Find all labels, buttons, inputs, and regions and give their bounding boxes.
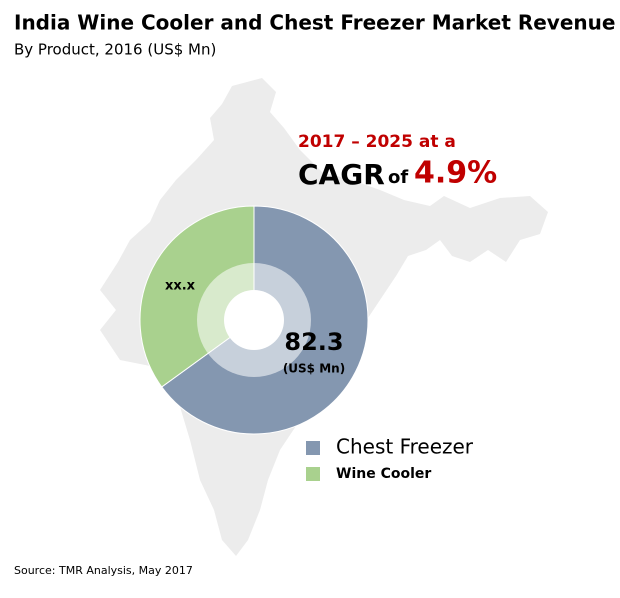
legend-swatch <box>306 467 320 481</box>
subtitle: By Product, 2016 (US$ Mn) <box>14 41 216 59</box>
cagr-label: CAGR <box>298 158 385 191</box>
source: Source: TMR Analysis, May 2017 <box>14 564 193 577</box>
legend-swatch <box>306 441 320 455</box>
donut-hole <box>224 290 284 350</box>
value-label: xx.x <box>165 279 196 294</box>
donut <box>139 205 369 435</box>
legend-label: Wine Cooler <box>336 466 431 482</box>
value-unit: (US$ Mn) <box>283 362 345 376</box>
value-label: 82.3 <box>284 328 343 356</box>
cagr-of: of <box>388 167 408 188</box>
legend-label: Chest Freezer <box>336 435 474 459</box>
title: India Wine Cooler and Chest Freezer Mark… <box>14 11 615 35</box>
cagr-period: 2017 – 2025 at a <box>298 132 456 152</box>
donut-slice <box>139 205 255 388</box>
cagr-value: 4.9% <box>414 156 497 191</box>
